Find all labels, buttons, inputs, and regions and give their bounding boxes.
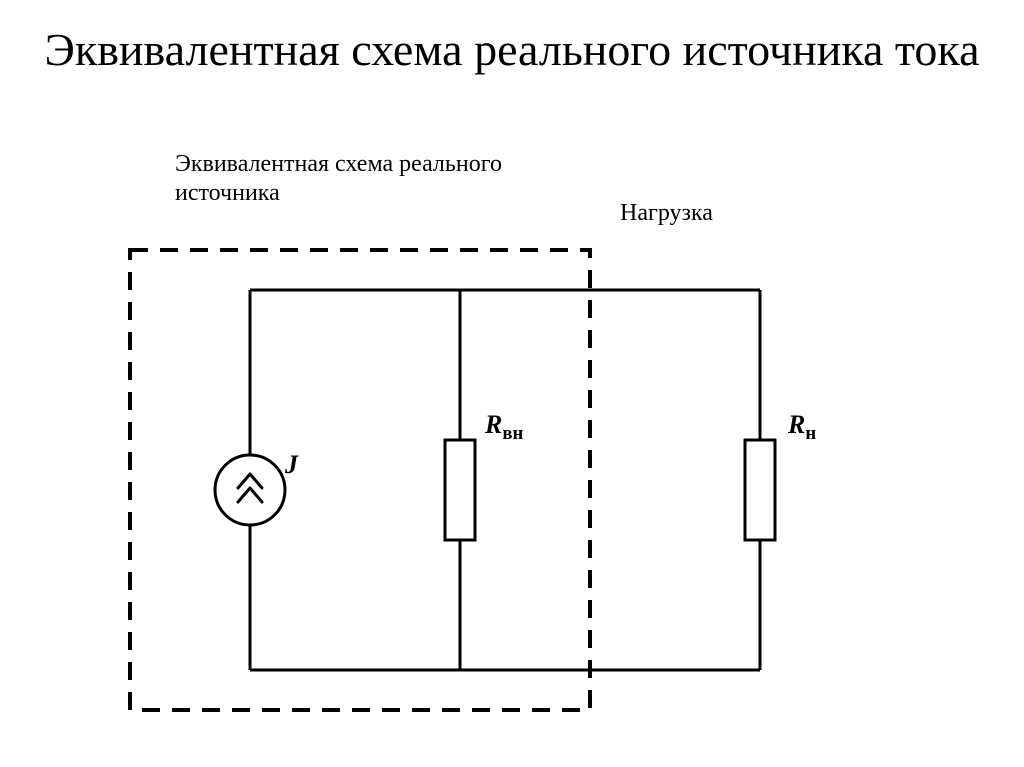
label-Rvn-main: R xyxy=(485,410,502,439)
internal-resistor xyxy=(445,440,475,540)
page-root: Эквивалентная схема реального источника … xyxy=(0,0,1024,767)
source-box-label: Эквивалентная схема реального источника xyxy=(175,150,555,208)
page-title: Эквивалентная схема реального источника … xyxy=(0,24,1024,77)
label-Rn-main: R xyxy=(788,410,805,439)
label-Rn-sub: н xyxy=(805,423,816,444)
label-Rvn-sub: вн xyxy=(502,423,523,444)
circuit-svg xyxy=(100,230,924,730)
load-resistor xyxy=(745,440,775,540)
source-dashed-box xyxy=(130,250,590,710)
load-label: Нагрузка xyxy=(620,200,713,227)
label-Rn: Rн xyxy=(788,410,816,445)
circuit-diagram: J Rвн Rн xyxy=(100,230,924,730)
label-Rvn: Rвн xyxy=(485,410,523,445)
label-J: J xyxy=(285,450,298,480)
label-J-text: J xyxy=(285,450,298,479)
